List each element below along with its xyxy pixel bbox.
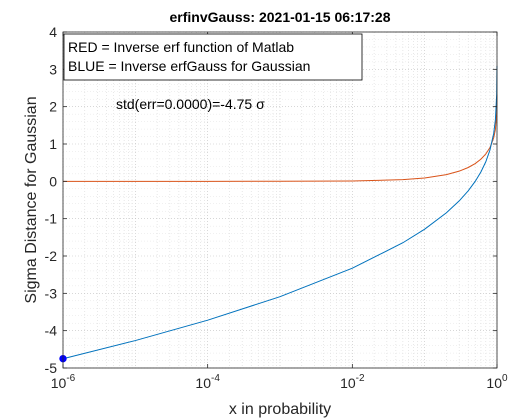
x-axis-label: x in probability: [229, 401, 331, 418]
y-tick-label: -2: [45, 248, 58, 264]
y-tick-label: -3: [45, 285, 58, 301]
y-tick-label: 3: [49, 61, 57, 77]
y-tick-label: 4: [49, 24, 57, 40]
series-line-1: [62, 65, 498, 360]
y-tick-label: -1: [45, 211, 58, 227]
y-axis-label: Sigma Distance for Gaussian: [23, 96, 40, 303]
legend: RED = Inverse erf function of Matlab BLU…: [63, 33, 363, 81]
x-tick-label: 10-6: [51, 373, 76, 391]
plot-frame: [62, 31, 498, 369]
legend-box: [63, 33, 363, 81]
y-tick-label: 0: [49, 173, 57, 189]
legend-entry-blue: BLUE = Inverse erfGauss for Gaussian: [68, 58, 310, 74]
y-tick-label: 2: [49, 99, 57, 115]
grid: [62, 31, 498, 369]
std-annotation: std(err=0.0000)=-4.75 σ: [116, 96, 265, 112]
y-tick-label: -4: [45, 323, 58, 339]
chart-title: erfinvGauss: 2021-01-15 06:17:28: [169, 9, 390, 25]
y-tick-label: 1: [49, 136, 57, 152]
series-line-0: [63, 94, 498, 182]
x-tick-label: 10-4: [195, 373, 220, 391]
x-tick-label: 10-2: [340, 373, 365, 391]
y-tick-label: -5: [45, 360, 58, 376]
legend-entry-red: RED = Inverse erf function of Matlab: [68, 39, 294, 55]
x-tick-label: 100: [486, 373, 508, 391]
